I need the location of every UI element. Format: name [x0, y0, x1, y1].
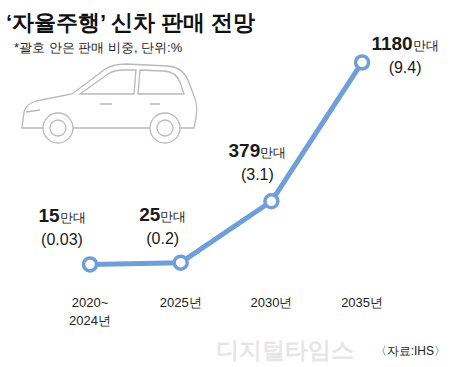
data-label: 1180만대 [371, 33, 438, 54]
data-label-unit: 만대 [60, 210, 86, 225]
share-label: (0.03) [41, 231, 83, 248]
data-label-number: 1180 [371, 33, 412, 54]
x-tick-label: 2035년 [341, 295, 383, 310]
subtitle: *괄호 안은 판매 비중, 단위:% [14, 40, 183, 55]
data-point [174, 256, 187, 269]
plot-area [84, 56, 369, 271]
car-wheel [150, 113, 180, 143]
data-label-number: 25 [139, 204, 161, 225]
car-detail [26, 104, 160, 112]
data-label-number: 15 [38, 205, 60, 226]
data-label: 15만대 [38, 205, 85, 226]
watermark: 디지털타임스 [216, 337, 354, 363]
share-label: (9.4) [389, 59, 422, 76]
x-tick-label-line: 2035년 [341, 295, 383, 310]
x-tick-label: 2020~ 2024년 [69, 295, 111, 328]
data-point [356, 56, 369, 69]
chart-svg: ‘자율주행’ 신차 판매 전망*괄호 안은 판매 비중, 단위:%15만대(0.… [0, 0, 453, 367]
share-label: (3.1) [241, 166, 274, 183]
x-tick-label-line: 2020~ [72, 295, 109, 310]
car-wheel [43, 113, 73, 143]
car-illustration [22, 64, 197, 143]
x-tick-label: 2025년 [160, 295, 202, 310]
data-line [90, 62, 362, 264]
car-wheel-hub [50, 120, 66, 136]
car-wheel-hub [157, 120, 173, 136]
x-tick-label: 2030년 [250, 295, 292, 310]
x-tick-label-line: 2025년 [160, 295, 202, 310]
title: ‘자율주행’ 신차 판매 전망 [6, 10, 255, 35]
data-label-number: 379 [229, 140, 261, 161]
x-tick-label-line: 2024년 [69, 313, 111, 328]
data-label: 379만대 [229, 140, 287, 161]
data-label-unit: 만대 [413, 38, 439, 53]
chart-container: ‘자율주행’ 신차 판매 전망*괄호 안은 판매 비중, 단위:%15만대(0.… [0, 0, 453, 367]
x-tick-label-line: 2030년 [250, 295, 292, 310]
car-window [138, 70, 184, 94]
data-point [265, 195, 278, 208]
share-label: (0.2) [146, 230, 179, 247]
data-point [84, 258, 97, 271]
data-label: 25만대 [139, 204, 186, 225]
data-label-unit: 만대 [160, 209, 186, 224]
source: 〈자료:IHS〉 [375, 344, 446, 358]
data-label-unit: 만대 [260, 145, 286, 160]
car-window [80, 70, 136, 94]
